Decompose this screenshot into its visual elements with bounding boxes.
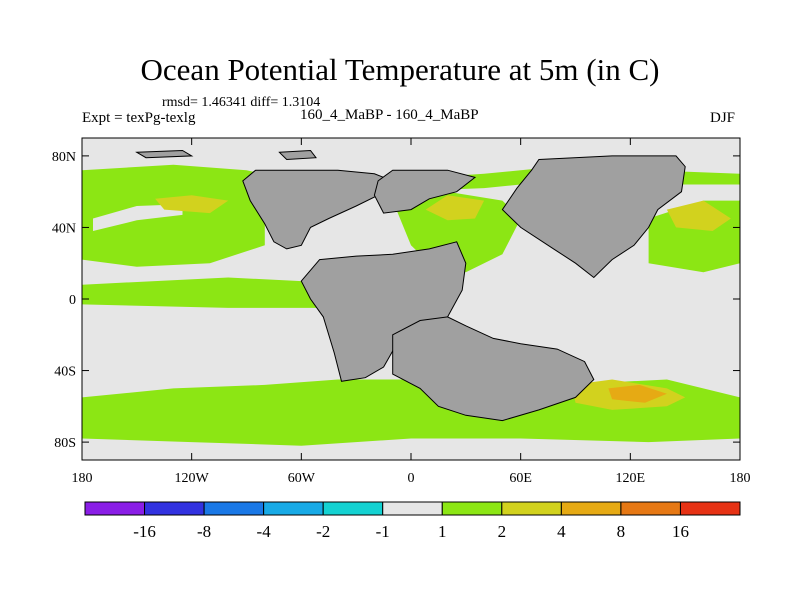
- region-pacific-east-warm: [666, 200, 731, 231]
- colorbar-swatch: [144, 501, 205, 516]
- colorbar-swatch: [560, 501, 622, 516]
- colorbar-label: 2: [498, 522, 507, 541]
- land-asia-block: [501, 155, 686, 279]
- colorbar-swatch: [322, 501, 384, 516]
- season-label: DJF: [710, 110, 736, 126]
- region-tethys-warm: [425, 195, 485, 221]
- stats-label: rmsd= 1.46341 diff= 1.3104: [162, 95, 321, 110]
- region-north-pacific-cool-streak: [93, 204, 183, 231]
- map-field: [82, 149, 740, 446]
- land-africa-antarctica: [392, 316, 595, 422]
- x-tick-label: 0: [408, 471, 415, 486]
- land-laurasia-west: [242, 169, 394, 250]
- y-tick-label: 80S: [54, 436, 76, 451]
- y-tick-label: 40S: [54, 365, 76, 380]
- x-tick-label: 60W: [288, 471, 316, 486]
- region-north-pacific-warm: [155, 195, 229, 214]
- x-tick-label: 60E: [509, 471, 532, 486]
- colorbar-label: -8: [197, 522, 211, 541]
- y-tick-label: 40N: [52, 221, 76, 236]
- x-tick-label: 180: [72, 471, 93, 486]
- colorbar-label: -2: [316, 522, 330, 541]
- region-north-pacific-band: [82, 173, 265, 267]
- y-tick-label: 0: [69, 293, 76, 308]
- colorbar-swatch: [382, 501, 443, 516]
- colorbar-swatch: [620, 501, 681, 516]
- colorbar-label: 8: [617, 522, 626, 541]
- y-tick-label: 80N: [52, 150, 76, 165]
- colorbar-label: 4: [557, 522, 566, 541]
- colorbar-label: -16: [133, 522, 156, 541]
- experiment-label: Expt = texPg-texlg: [82, 110, 196, 126]
- colorbar-label: -1: [376, 522, 390, 541]
- colorbar-swatch: [441, 501, 503, 516]
- land-arctic-island-1: [135, 149, 194, 159]
- colorbar-swatch: [203, 501, 265, 516]
- colorbar-swatch: [263, 501, 324, 516]
- colorbar-swatch: [501, 501, 562, 516]
- colorbar-label: -4: [257, 522, 272, 541]
- comparison-label: 160_4_MaBP - 160_4_MaBP: [300, 107, 479, 123]
- chart-title: Ocean Potential Temperature at 5m (in C): [140, 52, 660, 87]
- region-tropical-band: [82, 277, 338, 308]
- colorbar-label: 16: [672, 522, 689, 541]
- land-arctic-island-2: [278, 149, 317, 161]
- x-tick-label: 120E: [616, 471, 646, 486]
- land-europe-block: [373, 169, 477, 214]
- region-south-indian-hot: [608, 384, 667, 403]
- colorbar-swatch: [679, 501, 741, 516]
- x-tick-label: 180: [730, 471, 751, 486]
- colorbar-label: 1: [438, 522, 447, 541]
- x-tick-label: 120W: [175, 471, 210, 486]
- colorbar-swatch: [84, 501, 146, 516]
